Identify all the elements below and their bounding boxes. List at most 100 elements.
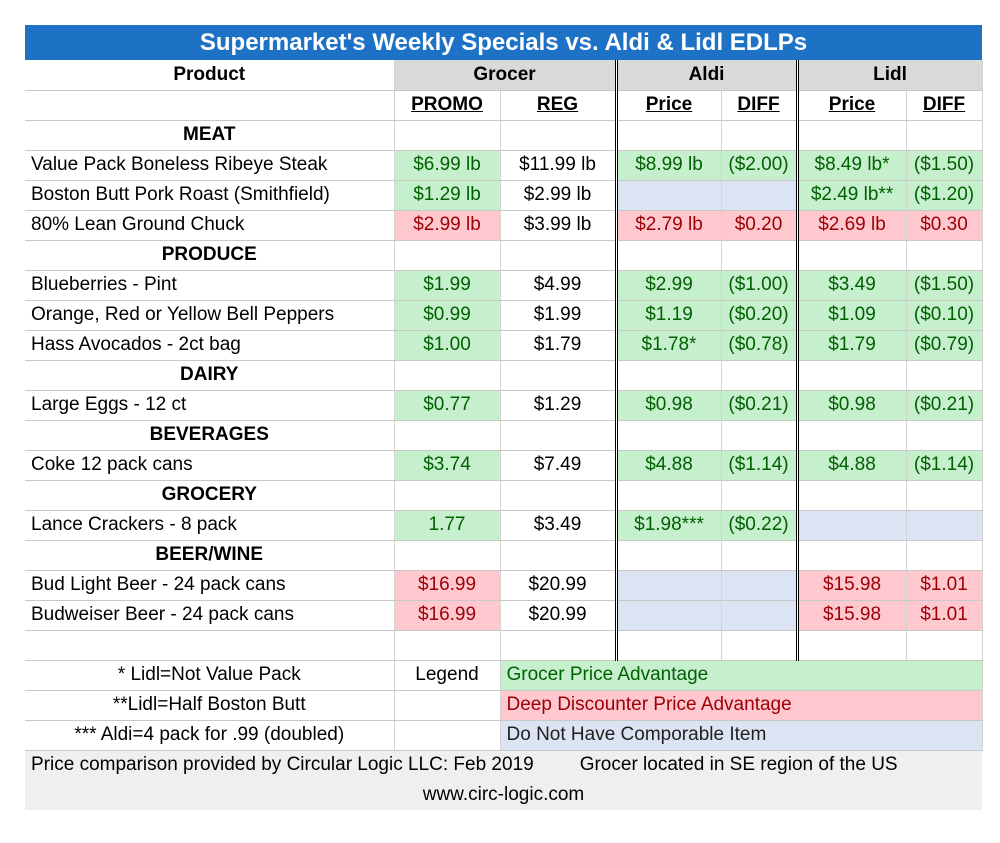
regular-price: $1.29	[500, 390, 617, 421]
price-comparison-table: Product Grocer Aldi Lidl PROMO REG Price…	[25, 60, 983, 810]
regular-price: $7.49	[500, 450, 617, 481]
empty-cell	[721, 480, 798, 511]
product-name: Hass Avocados - 2ct bag	[25, 330, 395, 361]
promo-price: $1.99	[394, 270, 501, 301]
empty-cell	[394, 420, 501, 451]
website-link[interactable]: www.circ-logic.com	[25, 780, 983, 810]
aldi-price: $1.78*	[614, 330, 722, 361]
empty-cell	[394, 120, 501, 151]
lidl-diff: ($0.21)	[906, 390, 983, 421]
empty-cell	[795, 120, 907, 151]
lidl-price: $4.88	[795, 450, 907, 481]
section-label: GROCERY	[25, 480, 395, 511]
empty-cell	[906, 630, 983, 661]
header-row-2: PROMO REG Price DIFF Price DIFF	[25, 90, 983, 121]
lidl-diff	[906, 510, 983, 541]
section-row: BEVERAGES	[25, 420, 983, 451]
section-label: DAIRY	[25, 360, 395, 391]
aldi-diff	[721, 570, 798, 601]
footnote: *** Aldi=4 pack for .99 (doubled)	[25, 720, 395, 751]
aldi-price	[614, 180, 722, 211]
aldi-price: $8.99 lb	[614, 150, 722, 181]
empty-cell	[394, 720, 501, 751]
lidl-price: $2.49 lb**	[795, 180, 907, 211]
table-row: Coke 12 pack cans $3.74 $7.49 $4.88 ($1.14) $…	[25, 450, 983, 481]
lidl-price: $15.98	[795, 570, 907, 601]
table-row: Lance Crackers - 8 pack 1.77 $3.49 $1.98***…	[25, 510, 983, 541]
empty-cell	[500, 420, 617, 451]
header-blank	[25, 90, 395, 121]
aldi-price: $2.99	[614, 270, 722, 301]
empty-cell	[394, 540, 501, 571]
empty-cell	[721, 420, 798, 451]
section-row: PRODUCE	[25, 240, 983, 271]
empty-cell	[906, 360, 983, 391]
header-reg: REG	[500, 90, 617, 121]
section-label: PRODUCE	[25, 240, 395, 271]
legend-label: Legend	[394, 660, 501, 691]
empty-cell	[795, 630, 907, 661]
header-product: Product	[25, 60, 395, 91]
empty-cell	[614, 240, 722, 271]
lidl-price: $15.98	[795, 600, 907, 631]
lidl-diff: ($1.50)	[906, 270, 983, 301]
empty-cell	[500, 240, 617, 271]
empty-cell	[500, 540, 617, 571]
credit-text: Price comparison provided by Circular Lo…	[31, 754, 534, 776]
table-row: Bud Light Beer - 24 pack cans $16.99 $20.9…	[25, 570, 983, 601]
promo-price: 1.77	[394, 510, 501, 541]
promo-price: $1.00	[394, 330, 501, 361]
promo-price: $1.29 lb	[394, 180, 501, 211]
header-aldi-diff: DIFF	[721, 90, 798, 121]
regular-price: $4.99	[500, 270, 617, 301]
promo-price: $0.77	[394, 390, 501, 421]
table-row: Hass Avocados - 2ct bag $1.00 $1.79 $1.78*(…	[25, 330, 983, 361]
promo-price: $6.99 lb	[394, 150, 501, 181]
empty-cell	[721, 240, 798, 271]
section-label: BEVERAGES	[25, 420, 395, 451]
lidl-price: $1.09	[795, 300, 907, 331]
empty-cell	[394, 240, 501, 271]
empty-cell	[500, 630, 617, 661]
promo-price: $3.74	[394, 450, 501, 481]
footer-credit-row: Price comparison provided by Circular Lo…	[25, 750, 983, 780]
regular-price: $2.99 lb	[500, 180, 617, 211]
empty-cell	[614, 630, 722, 661]
lidl-price: $8.49 lb*	[795, 150, 907, 181]
lidl-diff: ($1.14)	[906, 450, 983, 481]
empty-cell	[795, 480, 907, 511]
legend-row: * Lidl=Not Value Pack Legend Grocer Price …	[25, 660, 983, 691]
regular-price: $1.79	[500, 330, 617, 361]
lidl-price: $0.98	[795, 390, 907, 421]
empty-cell	[906, 120, 983, 151]
empty-cell	[721, 360, 798, 391]
empty-cell	[906, 420, 983, 451]
promo-price: $2.99 lb	[394, 210, 501, 241]
header-row-1: Product Grocer Aldi Lidl	[25, 60, 983, 91]
empty-cell	[795, 360, 907, 391]
lidl-diff: $1.01	[906, 600, 983, 631]
empty-cell	[906, 480, 983, 511]
aldi-price: $0.98	[614, 390, 722, 421]
section-row: DAIRY	[25, 360, 983, 391]
empty-cell	[795, 540, 907, 571]
empty-cell	[394, 360, 501, 391]
empty-cell	[500, 480, 617, 511]
legend-row: **Lidl=Half Boston Butt Deep Discounter P…	[25, 690, 983, 721]
empty-cell	[25, 630, 395, 661]
lidl-price: $3.49	[795, 270, 907, 301]
section-label: BEER/WINE	[25, 540, 395, 571]
lidl-price: $2.69 lb	[795, 210, 907, 241]
empty-cell	[614, 420, 722, 451]
header-lidl: Lidl	[795, 60, 983, 91]
regular-price: $11.99 lb	[500, 150, 617, 181]
empty-cell	[500, 120, 617, 151]
header-lidl-diff: DIFF	[906, 90, 983, 121]
aldi-price	[614, 570, 722, 601]
regular-price: $3.49	[500, 510, 617, 541]
header-lidl-price: Price	[795, 90, 907, 121]
aldi-diff: $0.20	[721, 210, 798, 241]
empty-cell	[721, 120, 798, 151]
empty-cell	[906, 240, 983, 271]
product-name: Blueberries - Pint	[25, 270, 395, 301]
